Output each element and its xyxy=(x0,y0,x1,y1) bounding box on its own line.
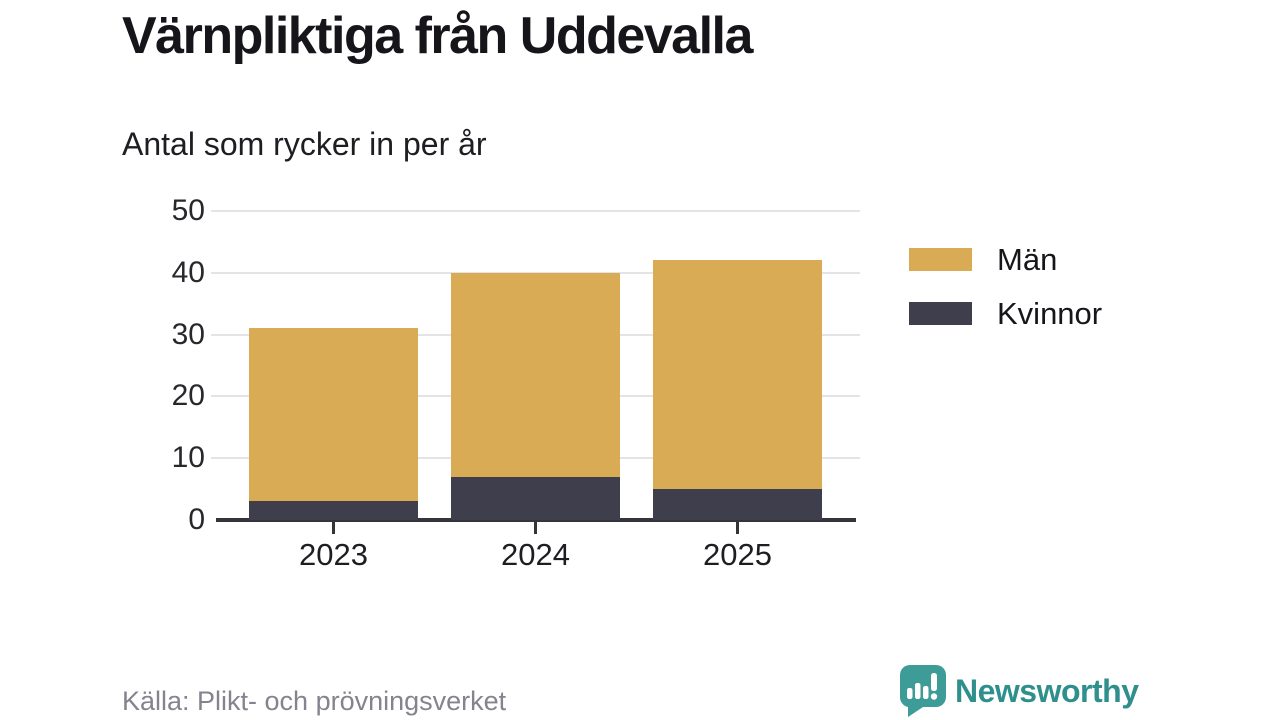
bar-segment-män-2025 xyxy=(653,260,822,490)
bar-stack-2025 xyxy=(653,211,822,520)
gridline-y-40 xyxy=(211,271,860,274)
y-axis-tick-label: 40 xyxy=(171,255,205,289)
x-axis-label-2023: 2023 xyxy=(299,537,368,572)
bar-segment-kvinnor-2025 xyxy=(653,489,822,520)
chart-title: Värnpliktiga från Uddevalla xyxy=(122,7,753,65)
bar-segment-män-2023 xyxy=(249,328,418,502)
legend-item-kvinnor: Kvinnor xyxy=(909,298,1102,329)
brand-logo: Newsworthy xyxy=(900,665,1139,717)
x-axis-line xyxy=(216,518,856,522)
newsworthy-speech-bubble-bars-icon xyxy=(900,665,946,717)
y-axis-tick-label: 10 xyxy=(171,441,205,475)
x-axis-tick xyxy=(332,522,335,534)
y-axis-tick-label: 30 xyxy=(171,317,205,351)
x-axis-tick xyxy=(736,522,739,534)
x-axis-tick xyxy=(534,522,537,534)
x-axis-label-2024: 2024 xyxy=(501,537,570,572)
plot-area: 0 10 20 30 40 50 2023 2024 2025 xyxy=(172,194,860,572)
bar-stack-2023 xyxy=(249,211,418,520)
gridline-y-50 xyxy=(211,210,860,212)
x-axis-label-2025: 2025 xyxy=(703,537,772,572)
bar-segment-män-2024 xyxy=(451,272,620,477)
y-axis-tick-label: 0 xyxy=(188,503,205,536)
legend-item-män: Män xyxy=(909,244,1102,275)
brand-wordmark: Newsworthy xyxy=(955,672,1139,709)
y-axis-tick-label: 50 xyxy=(171,194,205,227)
legend-label-män: Män xyxy=(997,242,1058,277)
chart-subtitle: Antal som rycker in per år xyxy=(122,126,487,162)
y-axis-tick-label: 20 xyxy=(171,379,205,413)
bar-segment-kvinnor-2024 xyxy=(451,476,620,520)
legend-swatch-män xyxy=(909,248,972,271)
bar-stack-2024 xyxy=(451,211,620,520)
legend-swatch-kvinnor xyxy=(909,302,972,325)
legend: Män Kvinnor xyxy=(909,244,1102,352)
source-note: Källa: Plikt- och prövningsverket xyxy=(122,686,507,716)
legend-label-kvinnor: Kvinnor xyxy=(997,296,1103,331)
bar-segment-kvinnor-2023 xyxy=(249,501,418,520)
